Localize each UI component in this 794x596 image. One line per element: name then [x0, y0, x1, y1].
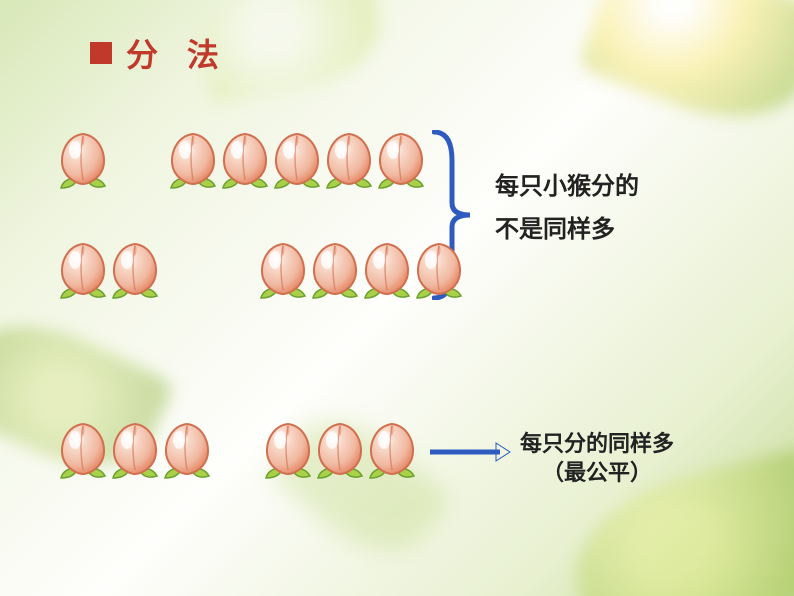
peach-icon [107, 420, 163, 480]
peach-icon [373, 130, 429, 190]
peach-icon [217, 130, 273, 190]
peach-icon [269, 130, 325, 190]
peach-group [55, 240, 159, 300]
peach-icon [255, 240, 311, 300]
peach-group [260, 420, 416, 480]
peach-group [55, 130, 107, 190]
peach-icon [55, 420, 111, 480]
peach-icon [55, 240, 111, 300]
peach-icon [359, 240, 415, 300]
peach-icon [107, 240, 163, 300]
annotation-equal: 每只分的同样多 （最公平） [520, 430, 674, 487]
peach-icon [321, 130, 377, 190]
peach-icon [165, 130, 221, 190]
peach-icon [312, 420, 368, 480]
peach-icon [307, 240, 363, 300]
annotation-equal-line1: 每只分的同样多 [520, 430, 674, 459]
annotation-equal-line2: （最公平） [520, 459, 674, 488]
peach-group [55, 420, 211, 480]
peach-group [165, 130, 425, 190]
peach-icon [411, 240, 467, 300]
peach-icon [159, 420, 215, 480]
peach-icon [55, 130, 111, 190]
peach-icon [260, 420, 316, 480]
peach-group [255, 240, 463, 300]
peach-icon [364, 420, 420, 480]
